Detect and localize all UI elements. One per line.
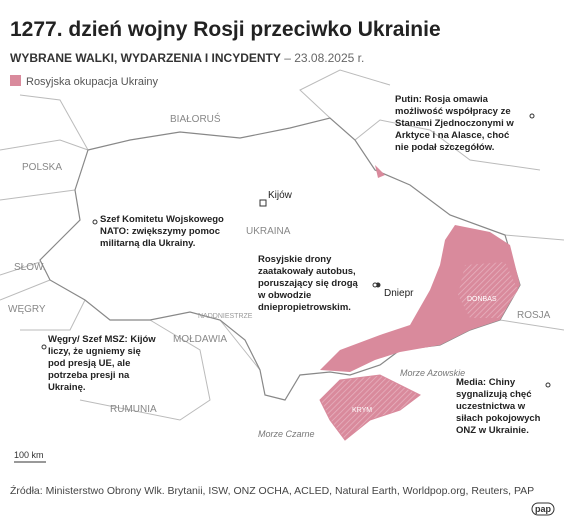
place-label: MOŁDAWIA [173,334,227,345]
annotation-line: sygnalizują chęć [456,389,532,400]
annotation-line: Ukrainę. [48,382,86,393]
annotation-line: zaatakowały autobus, [258,266,356,277]
place-label: UKRAINA [246,226,291,237]
city-label: Dniepr [384,288,414,299]
place-label: KRYM [352,407,372,414]
place-label: RUMUNIA [110,404,157,415]
place-label: DONBAS [467,296,497,303]
donbas-area [458,262,518,318]
annotation-line: Putin: Rosja omawia [395,94,489,105]
annotation-line: możliwość współpracy ze [395,106,511,117]
date: – 23.08.2025 r. [281,51,364,65]
annotation-pointer [545,382,551,388]
place-label: POLSKA [22,162,62,173]
annotation-line: siłach pokojowych [456,413,541,424]
annotation-pointer [92,219,98,225]
annotation-line: poruszający się drogą [258,278,359,289]
city-label: Kijów [268,190,293,201]
place-label: SŁOW. [14,262,46,273]
place-label: BIAŁORUŚ [170,112,221,125]
legend-swatch [10,75,21,86]
annotation-line: potrzeba presji na [48,370,130,381]
annotation-line: Stanami Zjednoczonymi w [395,118,514,129]
subtitle-main: WYBRANE WALKI, WYDARZENIA I INCYDENTY [10,51,281,65]
place-label: Morze Czarne [258,429,315,439]
annotation-line: Szef Komitetu Wojskowego [100,214,224,225]
title: 1277. dzień wojny Rosji przeciwko Ukrain… [10,18,441,41]
subtitle: WYBRANE WALKI, WYDARZENIA I INCYDENTY – … [10,51,364,65]
crimea-area [319,374,421,441]
annotation-line: dniepropietrowskim. [258,302,351,313]
legend-label: Rosyjska okupacja Ukrainy [26,76,159,88]
annotation-pointer [529,113,535,119]
annotation-pointer [372,282,378,288]
annotation-line: Rosyjskie drony [258,254,332,265]
kyiv-marker [259,199,267,207]
annotation-line: NATO: zwiększymy pomoc [100,226,220,237]
annotation-line: Węgry/ Szef MSZ: Kijów [48,334,156,345]
annotation-line: liczy, że ugniemy się [48,346,141,357]
annotation-line: Media: Chiny [456,377,516,388]
annotation-line: pod presją UE, ale [48,358,130,369]
place-label: Morze Azowskie [400,368,465,378]
annotation-pointer [41,344,47,350]
occupied-area-north [375,165,385,178]
place-label: NADDNIESTRZE [198,313,253,320]
annotation-line: uczestnictwa w [456,401,526,412]
annotation-line: nie podał szczegółów. [395,142,494,153]
annotation-line: Arktyce i na Alasce, choć [395,130,509,141]
source: Źródła: Ministerstwo Obrony Wlk. Brytani… [10,484,534,497]
annotation-line: w obwodzie [257,290,311,301]
place-label: WĘGRY [8,304,46,315]
annotation-line: ONZ w Ukrainie. [456,425,529,436]
place-label: ROSJA [517,310,551,321]
logo-frame [531,502,555,516]
logo: pap [535,504,552,514]
occupied-area [320,225,520,372]
scale-label: 100 km [14,450,44,460]
annotation-line: militarną dla Ukrainy. [100,238,195,249]
borders [0,69,564,421]
